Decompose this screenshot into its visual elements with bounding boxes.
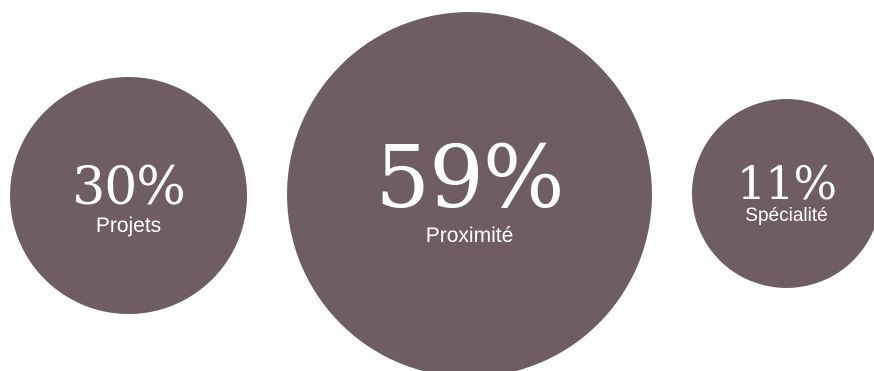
bubble-label: Proximité — [425, 224, 514, 247]
bubble-projets: 30% Projets — [10, 77, 247, 314]
bubble-proximite: 59% Proximité — [287, 12, 652, 371]
bubble-label: Projets — [95, 214, 162, 237]
bubble-value: 59% — [375, 128, 564, 228]
bubble-label: Spécialité — [745, 205, 828, 226]
bubble-value: 11% — [736, 156, 837, 210]
bubble-value: 30% — [72, 157, 186, 217]
bubble-specialite: 11% Spécialité — [692, 99, 874, 288]
